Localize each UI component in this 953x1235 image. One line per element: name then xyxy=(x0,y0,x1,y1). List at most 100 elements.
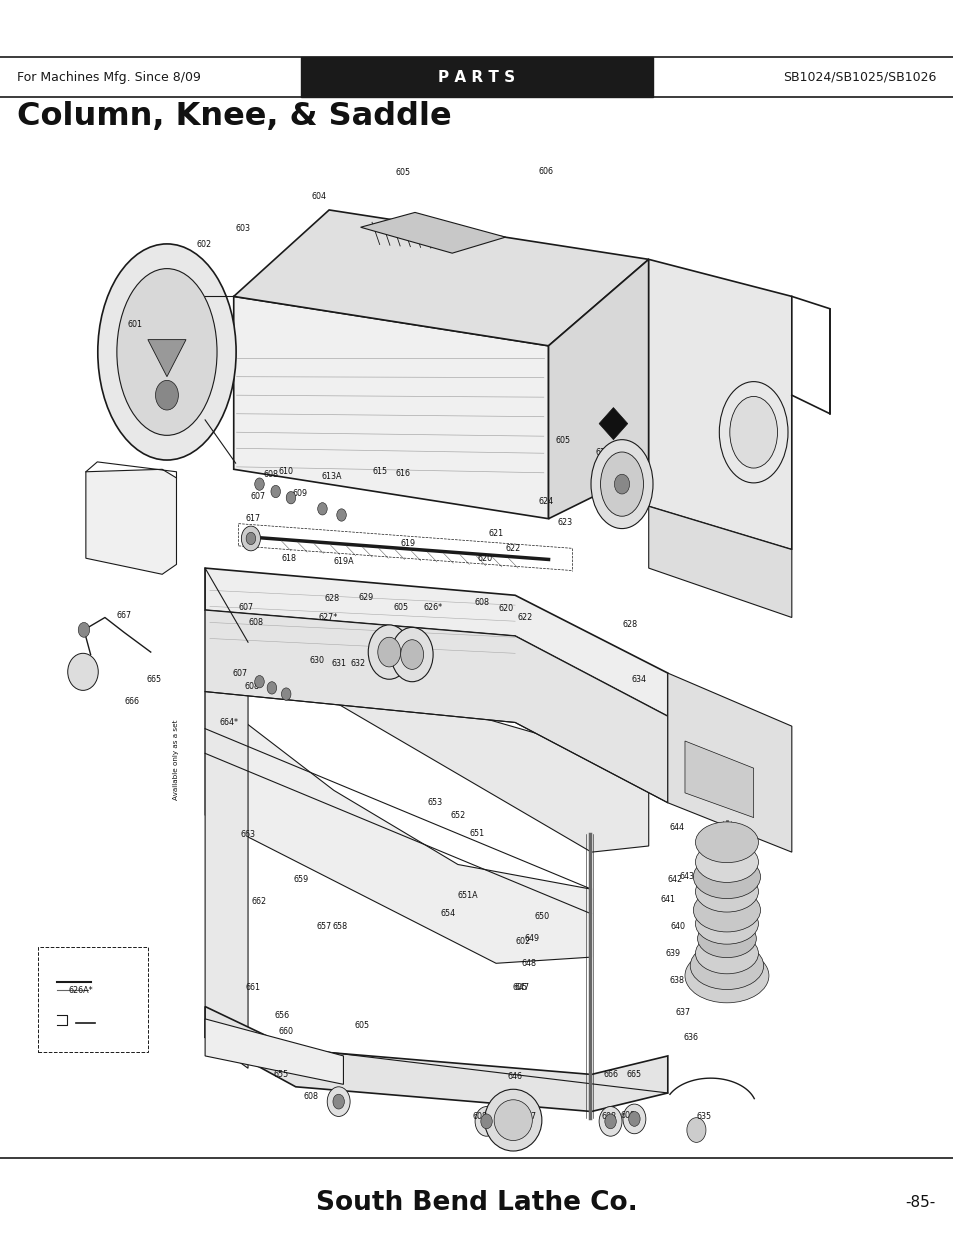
Polygon shape xyxy=(205,1019,343,1084)
Circle shape xyxy=(480,1114,492,1129)
Polygon shape xyxy=(648,259,791,550)
Text: 622: 622 xyxy=(517,613,532,622)
Circle shape xyxy=(614,474,629,494)
Text: 645: 645 xyxy=(512,1109,527,1119)
Text: 601: 601 xyxy=(128,320,143,330)
Text: 638: 638 xyxy=(669,976,684,986)
Text: 629: 629 xyxy=(358,593,374,603)
Text: 655: 655 xyxy=(274,1070,289,1079)
Text: 619A: 619A xyxy=(333,557,354,567)
Text: 646: 646 xyxy=(507,1072,522,1082)
Text: 617: 617 xyxy=(245,514,260,524)
Circle shape xyxy=(622,1104,645,1134)
Text: 664*: 664* xyxy=(219,718,238,727)
Ellipse shape xyxy=(719,382,787,483)
Text: 621: 621 xyxy=(488,529,503,538)
Text: 607: 607 xyxy=(238,603,253,613)
Ellipse shape xyxy=(695,823,758,862)
Circle shape xyxy=(327,1087,350,1116)
Ellipse shape xyxy=(695,872,758,911)
Ellipse shape xyxy=(97,245,235,461)
Circle shape xyxy=(155,380,178,410)
Text: 632: 632 xyxy=(350,658,365,668)
Text: 605: 605 xyxy=(512,983,527,993)
Text: For Machines Mfg. Since 8/09: For Machines Mfg. Since 8/09 xyxy=(17,70,201,84)
Circle shape xyxy=(286,492,295,504)
Text: -85-: -85- xyxy=(904,1195,935,1210)
Circle shape xyxy=(246,532,255,545)
Text: 607: 607 xyxy=(250,492,265,501)
Circle shape xyxy=(598,1107,621,1136)
Text: 615: 615 xyxy=(372,467,387,477)
Text: 608: 608 xyxy=(619,1110,635,1120)
Text: 626*: 626* xyxy=(423,603,442,613)
Ellipse shape xyxy=(590,440,652,529)
Polygon shape xyxy=(295,630,648,852)
Polygon shape xyxy=(667,673,791,852)
Text: 607: 607 xyxy=(521,1112,537,1121)
Text: 602: 602 xyxy=(196,240,212,249)
Polygon shape xyxy=(86,469,176,574)
Text: 626A*: 626A* xyxy=(69,986,93,995)
Circle shape xyxy=(686,1118,705,1142)
Circle shape xyxy=(78,622,90,637)
Bar xyxy=(38,947,148,1052)
Circle shape xyxy=(254,478,264,490)
Text: 651: 651 xyxy=(469,829,484,839)
Text: 605: 605 xyxy=(393,603,408,613)
Polygon shape xyxy=(548,259,648,519)
Text: 610: 610 xyxy=(278,467,294,477)
Text: 657: 657 xyxy=(316,921,332,931)
Text: P A R T S: P A R T S xyxy=(438,69,515,85)
Text: 636: 636 xyxy=(682,1032,698,1042)
Text: Available only as a set: Available only as a set xyxy=(173,719,179,800)
Text: 603: 603 xyxy=(235,224,251,233)
Text: 608: 608 xyxy=(600,1112,616,1121)
Text: 660: 660 xyxy=(278,1026,294,1036)
Ellipse shape xyxy=(695,842,758,882)
Ellipse shape xyxy=(695,934,758,973)
Ellipse shape xyxy=(697,920,756,957)
Text: 651A: 651A xyxy=(456,890,477,900)
Polygon shape xyxy=(684,741,753,818)
Polygon shape xyxy=(205,610,667,803)
Polygon shape xyxy=(205,1007,667,1112)
Polygon shape xyxy=(205,692,591,963)
Text: 625: 625 xyxy=(595,447,610,457)
Text: 628: 628 xyxy=(324,594,339,604)
Ellipse shape xyxy=(684,948,768,1003)
Text: 667: 667 xyxy=(116,610,132,620)
Text: 604: 604 xyxy=(311,191,326,201)
Circle shape xyxy=(368,625,410,679)
Circle shape xyxy=(281,688,291,700)
Polygon shape xyxy=(360,212,505,253)
Text: 607: 607 xyxy=(233,668,248,678)
Circle shape xyxy=(336,509,346,521)
Text: 665: 665 xyxy=(626,1070,641,1079)
Text: 647: 647 xyxy=(514,983,529,993)
Text: 628: 628 xyxy=(621,620,637,630)
Ellipse shape xyxy=(116,269,216,436)
Text: 663: 663 xyxy=(240,830,255,840)
Polygon shape xyxy=(648,506,791,618)
Text: 649: 649 xyxy=(524,934,539,944)
Text: 602: 602 xyxy=(515,936,530,946)
Circle shape xyxy=(377,637,400,667)
Text: 619: 619 xyxy=(400,538,416,548)
Ellipse shape xyxy=(484,1089,541,1151)
Bar xyxy=(300,58,653,98)
Ellipse shape xyxy=(689,942,763,989)
Text: 618: 618 xyxy=(281,553,296,563)
Text: SB1024/SB1025/SB1026: SB1024/SB1025/SB1026 xyxy=(782,70,936,84)
Text: 609: 609 xyxy=(293,489,308,499)
Text: 605: 605 xyxy=(555,436,570,446)
Circle shape xyxy=(317,503,327,515)
Ellipse shape xyxy=(695,904,758,944)
Ellipse shape xyxy=(68,653,98,690)
Text: 633: 633 xyxy=(385,658,400,668)
Ellipse shape xyxy=(729,396,777,468)
Polygon shape xyxy=(205,568,248,1068)
Text: 652: 652 xyxy=(450,810,465,820)
Text: 650: 650 xyxy=(534,911,549,921)
Circle shape xyxy=(241,526,260,551)
